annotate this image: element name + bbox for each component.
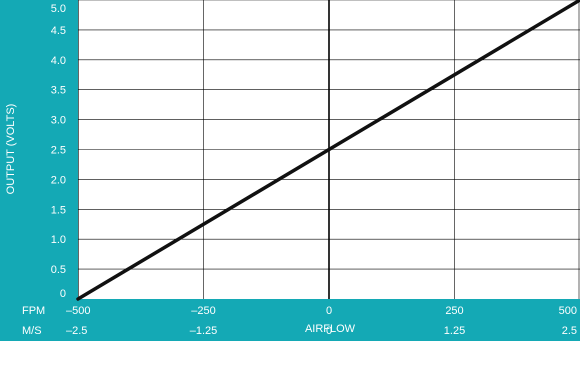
y-tick-label: 2.0: [51, 174, 66, 186]
y-axis-label: OUTPUT (VOLTS): [5, 104, 17, 195]
y-tick-label: 1.0: [51, 234, 66, 246]
x-unit-label: FPM: [22, 305, 45, 317]
x-axis-label: AIRFLOW: [305, 323, 356, 335]
x-tick-label: 2.5: [562, 325, 577, 337]
y-tick-label: 3.0: [51, 115, 66, 127]
y-tick-label: 0: [60, 288, 66, 300]
x-tick-label: 0: [326, 305, 332, 317]
y-tick-label: 0.5: [51, 264, 66, 276]
airflow-output-chart: 0 0.5 1.0 1.5 2.0 2.5 3.0 3.5 4.0 4.5 5.0 FPM –500 –…: [0, 0, 580, 341]
series-line: [76, 0, 580, 301]
x-tick-label: 0: [326, 325, 332, 337]
x-unit-label: M/S: [22, 325, 42, 337]
x-tick-label: 500: [559, 305, 577, 317]
x-tick-label: –1.25: [190, 325, 218, 337]
x-tick-label: 1.25: [444, 325, 465, 337]
x-tick-label: 250: [445, 305, 463, 317]
y-tick-labels: 0 0.5 1.0 1.5 2.0 2.5 3.0 3.5 4.0 4.5 5.0: [51, 3, 66, 300]
y-tick-label: 4.0: [51, 55, 66, 67]
y-tick-label: 4.5: [51, 25, 66, 37]
x-tick-label: –500: [66, 305, 90, 317]
y-tick-label: 5.0: [51, 3, 66, 15]
y-tick-label: 1.5: [51, 204, 66, 216]
x-tick-labels: FPM –500 –250 0 250 500 M/S –2.5 –1.25 0 1.25 2.5: [22, 305, 577, 337]
y-tick-label: 3.5: [51, 85, 66, 97]
x-tick-label: –2.5: [66, 325, 87, 337]
y-tick-label: 2.5: [51, 145, 66, 157]
series-group: [76, 0, 580, 301]
chart-frame: 0 0.5 1.0 1.5 2.0 2.5 3.0 3.5 4.0 4.5 5.0 FPM –500 –…: [0, 0, 580, 341]
x-tick-label: –250: [191, 305, 215, 317]
